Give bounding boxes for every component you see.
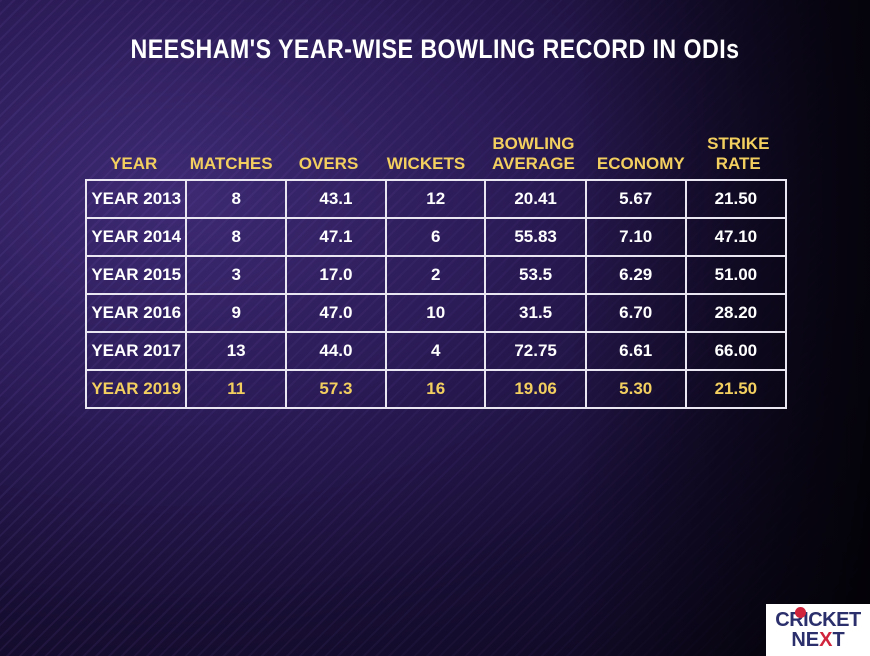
cell-bowling-average: 55.83 — [484, 217, 587, 257]
header-economy: ECONOMY — [596, 154, 685, 173]
cell-wickets: 4 — [384, 331, 487, 371]
cell-matches: 3 — [185, 255, 287, 295]
header-wickets: WICKETS — [386, 154, 466, 173]
cell-economy: 6.61 — [584, 331, 687, 371]
logo-bottom-text: NEXT — [791, 630, 844, 650]
cell-wickets: 6 — [384, 217, 487, 257]
cell-matches: 8 — [185, 217, 287, 257]
cell-year: YEAR 2013 — [84, 179, 188, 219]
cell-strike-rate: 21.50 — [684, 179, 788, 219]
table-row: YEAR 2013 8 43.1 12 20.41 5.67 21.50 — [84, 179, 788, 219]
cell-matches: 8 — [185, 179, 287, 219]
cell-wickets: 10 — [384, 293, 487, 333]
cell-year: YEAR 2015 — [84, 255, 188, 295]
logo-bottom-x: X — [819, 629, 833, 651]
cell-overs: 44.0 — [284, 331, 387, 371]
cell-strike-rate: 28.20 — [684, 293, 788, 333]
cell-overs: 47.1 — [284, 217, 387, 257]
logo-bottom-right: T — [832, 629, 845, 651]
cell-wickets: 2 — [384, 255, 487, 295]
cell-bowling-average: 19.06 — [484, 369, 587, 409]
header-strike-rate: STRIKE RATE — [707, 134, 770, 173]
cell-strike-rate: 21.50 — [684, 369, 788, 409]
cell-economy: 5.67 — [584, 179, 687, 219]
cell-bowling-average: 53.5 — [484, 255, 587, 295]
cell-overs: 17.0 — [284, 255, 387, 295]
cell-economy: 6.70 — [584, 293, 687, 333]
cell-overs: 57.3 — [284, 369, 387, 409]
cricketnext-logo: CRICKET NEXT — [766, 604, 870, 656]
cell-year: YEAR 2014 — [84, 217, 188, 257]
cell-overs: 43.1 — [284, 179, 387, 219]
cell-year: YEAR 2019 — [84, 369, 188, 409]
cell-strike-rate: 51.00 — [684, 255, 788, 295]
cell-overs: 47.0 — [284, 293, 387, 333]
cricket-ball-icon — [795, 607, 806, 618]
table-row: YEAR 2016 9 47.0 10 31.5 6.70 28.20 — [84, 293, 788, 333]
header-overs: OVERS — [298, 154, 359, 173]
cell-strike-rate: 66.00 — [684, 331, 788, 371]
cell-matches: 11 — [185, 369, 287, 409]
cell-wickets: 16 — [384, 369, 487, 409]
table-row: YEAR 2015 3 17.0 2 53.5 6.29 51.00 — [84, 255, 788, 295]
bowling-record-table: YEAR 2013 8 43.1 12 20.41 5.67 21.50 YEA… — [84, 179, 788, 409]
header-bowling-average: BOWLING AVERAGE — [491, 134, 575, 173]
table-row: YEAR 2014 8 47.1 6 55.83 7.10 47.10 — [84, 217, 788, 257]
logo-top-text: CRICKET — [775, 609, 861, 631]
page-title: NEESHAM'S YEAR-WISE BOWLING RECORD IN OD… — [130, 34, 740, 64]
cell-year: YEAR 2016 — [84, 293, 188, 333]
cell-strike-rate: 47.10 — [684, 217, 788, 257]
logo-bottom-left: NE — [791, 629, 820, 651]
table-row: YEAR 2017 13 44.0 4 72.75 6.61 66.00 — [84, 331, 788, 371]
cell-bowling-average: 72.75 — [484, 331, 587, 371]
cell-wickets: 12 — [384, 179, 487, 219]
cell-economy: 5.30 — [584, 369, 687, 409]
header-year: YEAR — [110, 154, 158, 173]
cell-year: YEAR 2017 — [84, 331, 188, 371]
cell-matches: 13 — [185, 331, 287, 371]
table-header: YEAR MATCHES OVERS WICKETS BOWLING AVERA… — [85, 126, 787, 174]
table-row-highlight: YEAR 2019 11 57.3 16 19.06 5.30 21.50 — [84, 369, 788, 409]
cell-bowling-average: 31.5 — [484, 293, 587, 333]
cell-economy: 7.10 — [584, 217, 687, 257]
cell-matches: 9 — [185, 293, 287, 333]
cell-bowling-average: 20.41 — [484, 179, 587, 219]
header-matches: MATCHES — [189, 154, 273, 173]
cell-economy: 6.29 — [584, 255, 687, 295]
